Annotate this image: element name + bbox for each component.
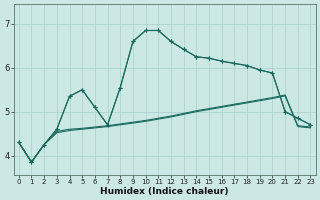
X-axis label: Humidex (Indice chaleur): Humidex (Indice chaleur) bbox=[100, 187, 229, 196]
